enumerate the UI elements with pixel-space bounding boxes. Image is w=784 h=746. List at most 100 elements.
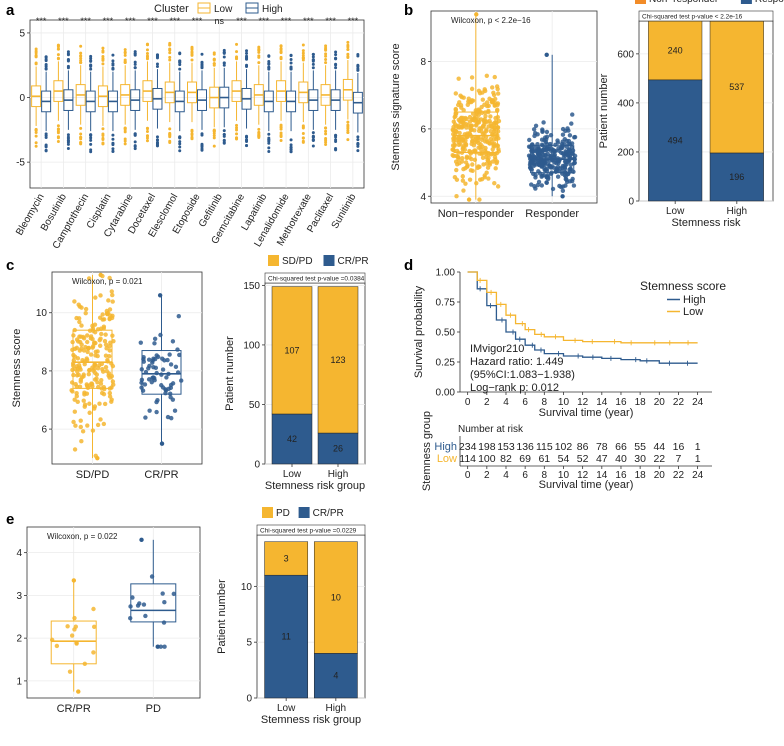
risk-count: 66 <box>615 441 627 453</box>
outlier-point <box>222 55 226 59</box>
outlier-point <box>145 48 149 52</box>
outlier-point <box>34 61 38 65</box>
legend-swatch <box>635 0 646 4</box>
outlier-point <box>178 145 182 149</box>
risk-count: 54 <box>558 453 570 465</box>
risk-count: 55 <box>634 441 646 453</box>
outlier-point <box>257 45 261 49</box>
risk-count: 44 <box>653 441 665 453</box>
outlier-point <box>301 136 305 140</box>
data-point <box>458 142 463 147</box>
outlier-point <box>79 56 83 60</box>
outlier-point <box>34 128 38 132</box>
data-point <box>455 148 460 154</box>
data-point <box>535 159 540 164</box>
y-tick-label: 10 <box>241 582 253 593</box>
data-point <box>477 197 482 202</box>
outlier-point <box>324 140 328 144</box>
data-point <box>451 136 456 141</box>
data-point <box>554 168 559 173</box>
outlier-point <box>123 130 127 134</box>
data-point <box>483 110 488 115</box>
outlier-point <box>190 133 194 137</box>
data-point <box>78 418 83 423</box>
panel-label-a: a <box>6 2 15 19</box>
data-point <box>558 184 564 190</box>
outlier-point <box>178 135 182 139</box>
data-point <box>109 399 114 404</box>
outlier-point <box>56 139 60 143</box>
outlier-point <box>190 137 194 141</box>
outlier-point <box>301 43 305 47</box>
risk-count: 115 <box>536 441 553 453</box>
outlier-point <box>44 55 48 59</box>
risk-count: 1 <box>695 441 701 453</box>
data-point <box>160 591 165 596</box>
outlier-point <box>245 144 249 148</box>
data-point <box>450 152 455 158</box>
data-point <box>103 364 109 370</box>
x-tick-label: High <box>326 703 347 714</box>
x-tick-label: Bleomycin <box>14 192 47 237</box>
y-tick-label: 2 <box>16 634 22 645</box>
outlier-point <box>235 123 239 127</box>
data-point <box>170 381 176 386</box>
data-point <box>549 146 554 152</box>
data-point <box>544 141 550 147</box>
data-point <box>548 171 554 177</box>
data-point <box>71 578 77 583</box>
data-point <box>563 159 568 164</box>
outlier-point <box>200 52 204 56</box>
data-point <box>457 100 462 105</box>
x-tick-label: Responder <box>525 208 579 220</box>
data-point <box>566 128 571 133</box>
data-point <box>128 604 133 609</box>
data-point <box>539 183 545 188</box>
data-point <box>98 417 103 422</box>
data-point <box>548 153 554 159</box>
bar-segment <box>648 20 703 81</box>
y-tick-label: 0.75 <box>436 298 456 309</box>
x-tick-label: 12 <box>577 470 589 481</box>
significance-label: *** <box>259 16 270 26</box>
outlier-point <box>101 49 105 53</box>
outlier-point <box>235 42 239 46</box>
data-point <box>90 336 95 342</box>
legend-label: CR/PR <box>338 256 369 267</box>
data-point <box>490 98 495 103</box>
risk-count: 153 <box>497 441 515 453</box>
data-point <box>98 326 104 331</box>
data-point <box>465 131 470 136</box>
data-point <box>559 169 564 174</box>
risk-count: 22 <box>653 453 665 465</box>
data-point <box>152 336 158 342</box>
data-point <box>159 441 165 446</box>
data-point <box>81 374 86 379</box>
outlier-point <box>89 142 93 146</box>
legend-label: SD/PD <box>282 256 313 267</box>
panel-label-d: d <box>404 257 413 274</box>
outlier-point <box>200 147 204 151</box>
data-point <box>533 172 538 178</box>
x-tick-label: Low <box>666 206 685 217</box>
outlier-point <box>123 53 127 57</box>
outlier-point <box>155 62 159 66</box>
bar-value-label: 123 <box>330 355 345 365</box>
data-point <box>492 154 498 160</box>
data-point <box>86 276 92 281</box>
data-point <box>170 339 176 344</box>
data-point <box>105 357 110 363</box>
risk-count: 16 <box>673 441 685 453</box>
data-point <box>83 306 89 312</box>
data-point <box>570 148 576 153</box>
data-point <box>85 423 90 428</box>
data-point <box>535 132 540 137</box>
x-tick-label: 12 <box>577 397 589 408</box>
data-point <box>167 352 172 357</box>
data-point <box>81 348 87 353</box>
panel-b2-ylabel: Patient number <box>598 73 610 148</box>
data-point <box>530 152 535 157</box>
data-point <box>95 353 100 359</box>
y-tick-label: 4 <box>16 548 22 559</box>
outlier-point <box>311 62 315 66</box>
